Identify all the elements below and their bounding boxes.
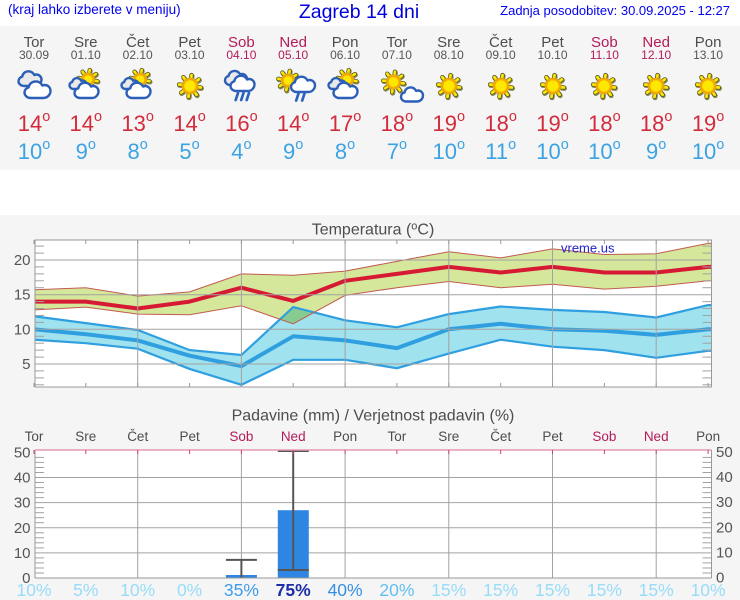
svg-text:Pon: Pon — [696, 429, 720, 444]
svg-text:40: 40 — [716, 469, 733, 486]
svg-text:0: 0 — [716, 570, 724, 587]
svg-text:20%: 20% — [379, 580, 414, 600]
svg-text:15%: 15% — [639, 580, 674, 600]
svg-text:Sre: Sre — [75, 429, 96, 444]
svg-text:Pon: Pon — [333, 429, 357, 444]
svg-text:vreme.us: vreme.us — [561, 241, 615, 256]
svg-text:Sob: Sob — [592, 429, 616, 444]
svg-text:30: 30 — [716, 494, 733, 511]
svg-text:Tor: Tor — [388, 429, 407, 444]
svg-text:20: 20 — [716, 519, 733, 536]
svg-text:15%: 15% — [431, 580, 466, 600]
svg-text:50: 50 — [14, 444, 31, 461]
svg-text:15%: 15% — [535, 580, 570, 600]
svg-text:40%: 40% — [328, 580, 363, 600]
svg-text:Temperatura (oC): Temperatura (oC) — [312, 221, 435, 239]
svg-text:Pet: Pet — [542, 429, 563, 444]
svg-text:15: 15 — [14, 287, 31, 304]
svg-text:10: 10 — [14, 321, 31, 338]
svg-text:10%: 10% — [691, 580, 726, 600]
svg-text:Pet: Pet — [179, 429, 200, 444]
svg-text:20: 20 — [14, 520, 31, 537]
svg-text:5: 5 — [22, 356, 30, 373]
svg-text:75%: 75% — [276, 580, 311, 600]
svg-text:0: 0 — [22, 570, 30, 587]
svg-text:30: 30 — [14, 495, 31, 512]
svg-text:Sre: Sre — [438, 429, 459, 444]
svg-text:Ned: Ned — [281, 429, 306, 444]
svg-text:10%: 10% — [120, 580, 155, 600]
svg-text:10: 10 — [716, 544, 733, 561]
svg-text:10%: 10% — [16, 580, 51, 600]
svg-text:Ned: Ned — [644, 429, 669, 444]
svg-text:Čet: Čet — [127, 429, 148, 444]
svg-text:50: 50 — [716, 444, 733, 461]
svg-text:15%: 15% — [587, 580, 622, 600]
svg-text:Čet: Čet — [490, 429, 511, 444]
svg-text:Sob: Sob — [229, 429, 253, 444]
svg-text:35%: 35% — [224, 580, 259, 600]
svg-text:Tor: Tor — [25, 429, 44, 444]
svg-text:15%: 15% — [483, 580, 518, 600]
svg-text:0%: 0% — [177, 580, 202, 600]
svg-text:20: 20 — [14, 252, 31, 269]
svg-text:40: 40 — [14, 470, 31, 487]
svg-text:Padavine (mm) / Verjetnost pad: Padavine (mm) / Verjetnost padavin (%) — [232, 408, 515, 425]
svg-text:10: 10 — [14, 545, 31, 562]
svg-text:5%: 5% — [73, 580, 98, 600]
